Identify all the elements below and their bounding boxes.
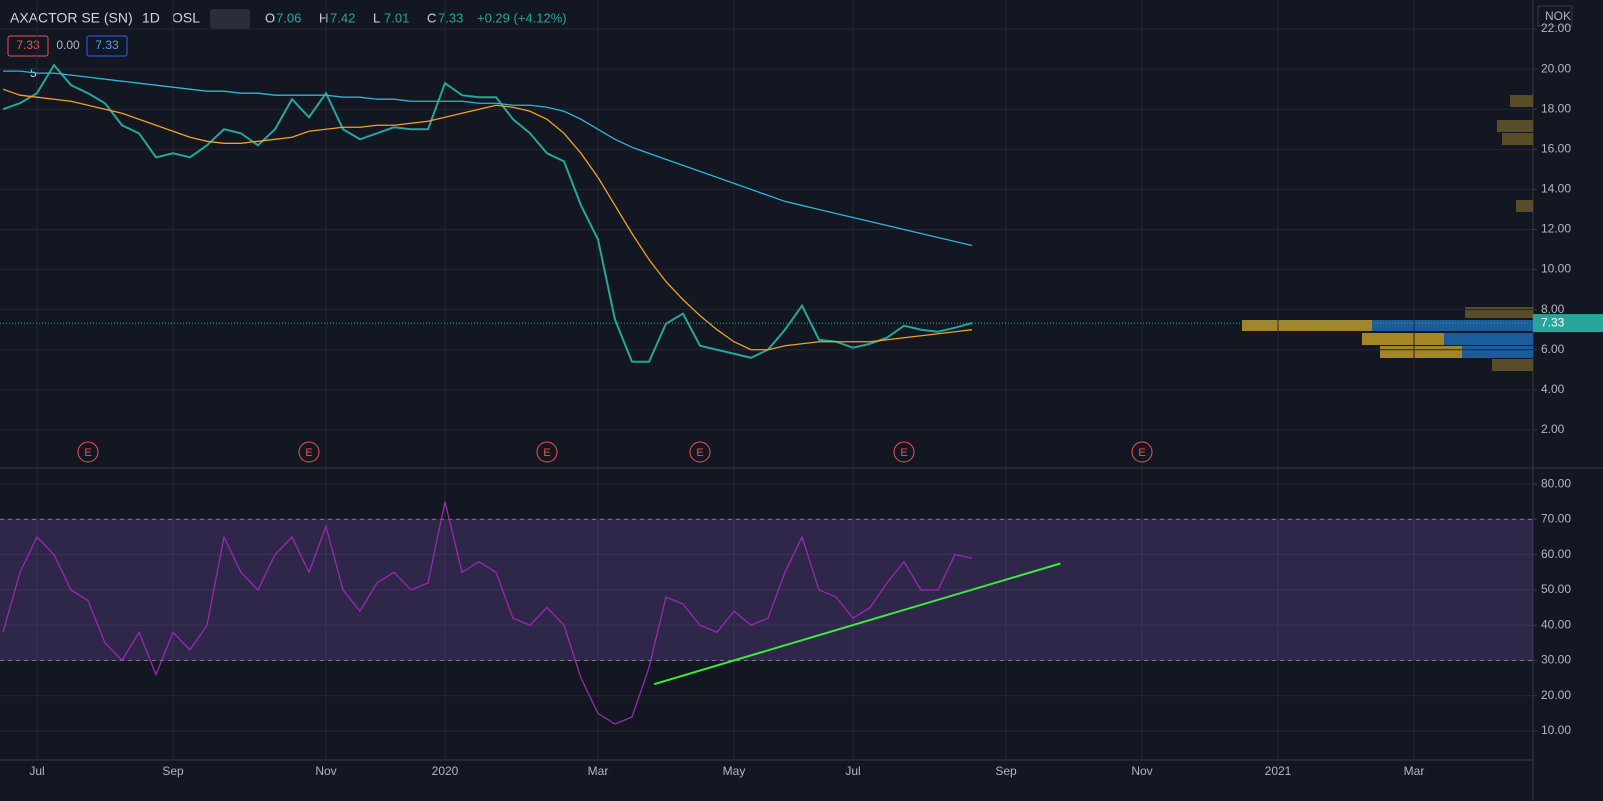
ohlc-value: 7.01 xyxy=(384,10,409,25)
exchange: OSL xyxy=(172,10,200,26)
ohlc-value: 7.42 xyxy=(330,10,355,25)
badge xyxy=(86,35,128,57)
y-tick-label: 20.00 xyxy=(1541,688,1571,702)
y-tick-label: 16.00 xyxy=(1541,141,1571,155)
x-tick-label: Sep xyxy=(162,764,184,778)
y-tick-label: 50.00 xyxy=(1541,582,1571,596)
y-tick-label: 10.00 xyxy=(1541,723,1571,737)
ohlc-label: H xyxy=(319,10,328,25)
symbol-title: AXACTOR SE (SN) xyxy=(10,10,133,26)
profile-bar xyxy=(1492,359,1533,371)
trendline xyxy=(653,562,1061,686)
ohlc-label: O xyxy=(265,10,275,25)
header: AXACTOR SE (SN) 1D OSL 7.33 0.00 7.33 5 … xyxy=(7,5,1573,80)
y-tick-label: 2.00 xyxy=(1541,422,1565,436)
volume-profile xyxy=(1242,95,1533,371)
ohlc-value: 7.33 xyxy=(438,10,463,25)
event-marker xyxy=(893,441,915,463)
interval: 1D xyxy=(142,10,160,26)
status-icons[interactable] xyxy=(210,9,250,29)
badge xyxy=(7,35,49,57)
event-label: E xyxy=(543,447,550,459)
price-change: +0.29 (+4.12%) xyxy=(477,10,567,25)
y-tick-label: 40.00 xyxy=(1541,617,1571,631)
series-line xyxy=(3,70,973,247)
profile-bar xyxy=(1497,120,1533,132)
badge-value: 7.33 xyxy=(95,38,119,52)
event-marker xyxy=(1131,441,1153,463)
last-price-box xyxy=(1533,314,1603,333)
ohlc-value: 7.06 xyxy=(276,10,301,25)
currency-box xyxy=(1537,5,1573,27)
x-tick-label: 2020 xyxy=(432,764,459,778)
event-label: E xyxy=(84,447,91,459)
x-tick-label: Jul xyxy=(845,764,860,778)
ohlc-label: L xyxy=(373,10,380,25)
x-tick-label: Nov xyxy=(315,764,336,778)
series-line xyxy=(2,501,973,725)
event-marker xyxy=(536,441,558,463)
rsi-band xyxy=(0,519,1533,661)
x-tick-label: Sep xyxy=(995,764,1017,778)
profile-bar xyxy=(1516,200,1533,212)
x-tick-label: Jul xyxy=(29,764,44,778)
y-tick-label: 12.00 xyxy=(1541,222,1571,236)
badge-value: 0.00 xyxy=(56,38,80,52)
y-tick-label: 14.00 xyxy=(1541,182,1571,196)
y-tick-label: 20.00 xyxy=(1541,61,1571,75)
y-tick-label: 70.00 xyxy=(1541,512,1571,526)
badge-value: 7.33 xyxy=(16,38,40,52)
event-label: E xyxy=(900,447,907,459)
profile-bar xyxy=(1462,346,1533,358)
profile-bar xyxy=(1444,333,1533,345)
y-tick-label: 22.00 xyxy=(1541,21,1571,35)
x-tick-label: Nov xyxy=(1131,764,1152,778)
y-tick-label: 30.00 xyxy=(1541,653,1571,667)
y-tick-label: 6.00 xyxy=(1541,342,1565,356)
y-tick-label: 8.00 xyxy=(1541,302,1565,316)
y-tick-label: 10.00 xyxy=(1541,262,1571,276)
profile-bar xyxy=(1510,95,1533,107)
profile-bar xyxy=(1465,307,1533,318)
y-tick-label: 4.00 xyxy=(1541,382,1565,396)
series-line xyxy=(2,88,973,351)
event-marker xyxy=(298,441,320,463)
ohlc-label: C xyxy=(427,10,436,25)
y-tick-label: 60.00 xyxy=(1541,547,1571,561)
event-label: E xyxy=(696,447,703,459)
profile-bar xyxy=(1502,133,1533,145)
event-label: E xyxy=(1138,447,1145,459)
last-price-label: 7.33 xyxy=(1541,315,1565,329)
event-marker xyxy=(77,441,99,463)
x-tick-label: 2021 xyxy=(1265,764,1292,778)
profile-bar xyxy=(1372,320,1533,331)
y-tick-label: 80.00 xyxy=(1541,476,1571,490)
x-tick-label: Mar xyxy=(1404,764,1425,778)
event-label: E xyxy=(305,447,312,459)
currency: NOK xyxy=(1545,9,1571,23)
event-marker xyxy=(689,441,711,463)
x-tick-label: May xyxy=(723,764,746,778)
y-tick-label: 18.00 xyxy=(1541,101,1571,115)
x-tick-label: Mar xyxy=(588,764,609,778)
